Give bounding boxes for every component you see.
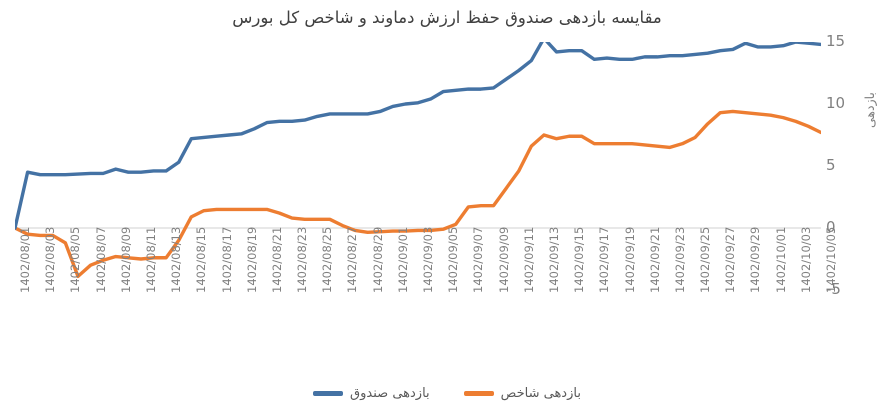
- plot-area: [15, 42, 821, 290]
- x-axis-tick: 1402/10/03: [798, 226, 813, 293]
- x-axis-tick: 1402/09/17: [597, 226, 612, 293]
- legend-label: بازدهی شاخص: [500, 386, 581, 401]
- y-axis-tick: 5: [826, 156, 836, 174]
- legend-color-swatch: [463, 391, 494, 396]
- x-axis-tick: 1402/10/01: [773, 226, 788, 293]
- x-axis-tick: 1402/09/21: [647, 226, 662, 293]
- x-axis: 1402/08/01 1402/08/03 1402/08/05 1402/08/07…: [0, 227, 894, 380]
- series-line-fund: [15, 42, 821, 230]
- x-axis-tick: 1402/09/05: [446, 226, 461, 293]
- x-axis-tick: 1402/08/21: [269, 226, 284, 293]
- legend-item[interactable]: بازدهی صندوق: [313, 386, 430, 401]
- y-axis-tick: 0: [826, 218, 836, 236]
- x-axis-tick: 1402/09/11: [521, 226, 536, 293]
- y-axis: 15 10 5 0 -5: [826, 32, 872, 346]
- legend-label: بازدهی صندوق: [350, 386, 430, 401]
- series-line-index: [15, 109, 821, 279]
- x-axis-tick: 1402/08/01: [18, 226, 32, 293]
- x-axis-tick: 1402/08/05: [68, 226, 83, 293]
- x-axis-tick: 1402/08/17: [219, 226, 234, 293]
- x-axis-tick: 1402/09/27: [723, 226, 738, 293]
- x-axis-tick: 1402/09/09: [496, 226, 511, 293]
- y-axis-title: بازدهی: [862, 92, 877, 128]
- x-axis-tick: 1402/08/07: [93, 226, 108, 293]
- x-axis-tick: 1402/09/23: [672, 226, 687, 293]
- x-axis-tick: 1402/08/13: [169, 226, 184, 293]
- y-axis-tick: 15: [826, 32, 846, 50]
- x-axis-tick: 1402/09/03: [421, 226, 435, 293]
- y-axis-tick: -5: [826, 280, 841, 298]
- x-axis-tick: 1402/08/25: [320, 226, 335, 293]
- x-axis-tick: 1402/08/27: [345, 226, 360, 293]
- x-axis-tick: 1402/09/13: [546, 226, 561, 293]
- x-axis-tick: 1402/08/09: [118, 226, 133, 293]
- x-axis-tick: 1402/08/03: [43, 226, 58, 293]
- x-axis-tick: 1402/09/15: [572, 226, 587, 293]
- legend-color-swatch: [313, 391, 344, 396]
- x-axis-tick: 1402/09/19: [622, 226, 637, 293]
- x-axis-tick: 1402/08/19: [244, 226, 259, 293]
- y-axis-tick: 10: [826, 94, 846, 112]
- chart-title: مقایسه بازدهی صندوق حفظ ارزش دماوند و شا…: [232, 8, 662, 27]
- x-axis-tick: 1402/08/23: [295, 226, 310, 293]
- x-axis-tick: 1402/08/15: [194, 226, 209, 293]
- x-axis-tick: 1402/09/01: [395, 226, 410, 293]
- x-axis-tick: 1402/08/29: [370, 226, 385, 293]
- plot-svg: [15, 42, 821, 279]
- x-axis-tick: 1402/09/25: [698, 226, 713, 293]
- x-axis-tick: 1402/10/05: [824, 226, 838, 293]
- x-axis-tick: 1402/09/29: [748, 226, 763, 293]
- legend-item[interactable]: بازدهی شاخص: [463, 386, 581, 401]
- x-axis-tick: 1402/09/07: [471, 226, 486, 293]
- chart-legend: بازدهی صندوق بازدهی شاخص: [0, 386, 894, 401]
- x-axis-tick: 1402/08/11: [143, 226, 158, 293]
